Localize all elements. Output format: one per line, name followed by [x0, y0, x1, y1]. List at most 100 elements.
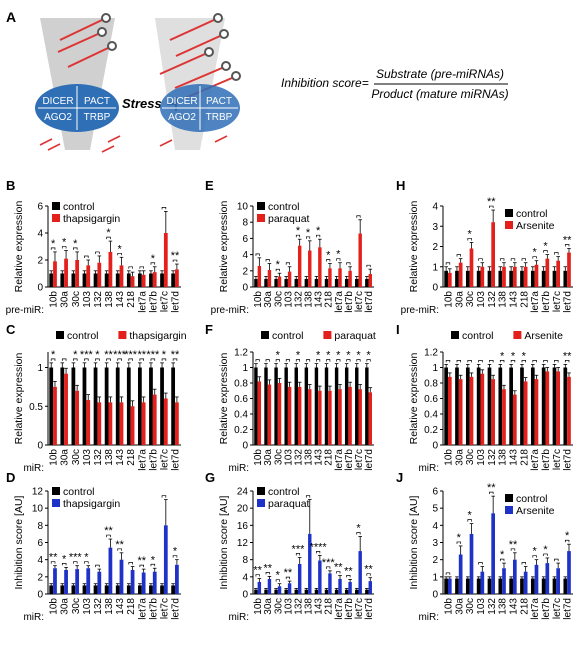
significance-stars: *** [80, 349, 94, 361]
y-tick-label: 1.2 [424, 348, 438, 359]
significance-bracket [521, 562, 527, 565]
bar-control [541, 367, 546, 445]
significance-stars: ** [344, 565, 353, 577]
y-tick-label: 5 [432, 504, 438, 515]
bar-treated [328, 390, 332, 445]
category-label: 30a [60, 291, 71, 308]
category-label: let7d [563, 449, 574, 471]
significance-bracket [510, 360, 516, 363]
bar-control [498, 367, 503, 445]
bar-treated [308, 533, 312, 594]
y-tick-label: 4 [37, 229, 43, 240]
y-tick-label: 6 [242, 234, 248, 245]
bar-control [365, 278, 369, 287]
legend-swatch [505, 221, 513, 229]
bar-treated [75, 390, 80, 445]
significance-bracket [95, 251, 100, 254]
bar-control [274, 589, 278, 594]
y-tick-label: 10 [32, 504, 44, 515]
bar-treated [469, 376, 474, 445]
legend-swatch [513, 331, 522, 339]
legend-swatch [52, 202, 60, 210]
bar-control [444, 578, 448, 594]
significance-stars: ** [137, 555, 146, 567]
category-label: 30c [273, 449, 284, 465]
legend-entry: control [63, 201, 95, 213]
bar-treated [534, 379, 539, 445]
significance-bracket [366, 264, 371, 268]
bar-treated [502, 568, 506, 594]
significance-bracket [326, 566, 331, 569]
significance-stars: * [276, 570, 281, 582]
bar-treated [297, 386, 302, 445]
bar-treated [53, 386, 57, 445]
category-label: 143 [115, 449, 126, 466]
significance-stars: * [316, 350, 321, 362]
bar-treated [556, 371, 560, 445]
bar-treated [318, 390, 322, 445]
significance-bracket [305, 359, 311, 362]
bar-control [304, 589, 309, 594]
significance-bracket [161, 207, 167, 210]
significance-stars: * [356, 522, 361, 534]
significance-bracket [532, 360, 537, 363]
legend-swatch [257, 202, 265, 210]
category-label: let7a [530, 291, 541, 313]
significance-bracket [139, 564, 144, 568]
bar-treated [348, 270, 352, 287]
panel-letter: C [6, 322, 16, 337]
bar-treated [567, 376, 571, 445]
significance-bracket [478, 360, 483, 363]
significance-bracket [489, 205, 494, 209]
complex-label-pact-2: PACT [206, 96, 232, 107]
significance-bracket [467, 519, 472, 522]
bar-control [71, 273, 76, 287]
bar-control [82, 273, 87, 287]
significance-bracket [445, 572, 451, 575]
category-label: 103 [82, 598, 93, 615]
category-label: let7d [364, 598, 375, 620]
category-label: let7c [159, 291, 170, 312]
category-label: let7a [137, 449, 148, 471]
bar-control [149, 367, 153, 445]
bar-treated [277, 276, 282, 287]
row-label: miR: [418, 463, 439, 474]
category-label: 30a [60, 598, 71, 615]
significance-stars: * [51, 349, 56, 361]
bar-treated [257, 381, 262, 445]
bar-control [115, 367, 120, 445]
bar-control [520, 270, 524, 287]
significance-stars: * [73, 238, 78, 250]
category-label: let7a [137, 598, 148, 620]
category-label: 132 [293, 598, 304, 615]
complex-label-ago2: AGO2 [44, 112, 72, 123]
category-label: 218 [324, 449, 335, 466]
y-tick-label: 0.2 [234, 425, 248, 436]
category-label: 218 [324, 291, 335, 308]
category-label: 10b [253, 291, 264, 308]
chart-panel-i: I Relative expression 0 0.2 0.4 0.6 0.8 1 1.2 10b… [396, 322, 574, 474]
bar-control [254, 367, 258, 445]
bar-treated [277, 586, 282, 594]
significance-bracket [445, 262, 451, 265]
bar-control [476, 367, 481, 445]
y-tick-label: 0 [432, 590, 438, 601]
row-label: miR: [23, 612, 44, 623]
bar-treated [53, 261, 57, 287]
bar-treated [130, 276, 135, 287]
bar-control [552, 270, 557, 287]
bar-treated [308, 250, 312, 287]
significance-bracket [265, 572, 270, 575]
y-tick-label: 0 [242, 441, 248, 452]
significance-bracket [564, 244, 570, 247]
bar-treated [152, 394, 157, 445]
bar-treated [534, 264, 539, 287]
bar-treated [368, 274, 372, 287]
significance-bracket [478, 258, 483, 261]
legend-swatch [52, 214, 60, 222]
significance-stars: * [366, 350, 371, 362]
significance-stars: *** [292, 544, 306, 556]
bar-treated [175, 269, 179, 287]
legend-swatch [451, 331, 459, 339]
